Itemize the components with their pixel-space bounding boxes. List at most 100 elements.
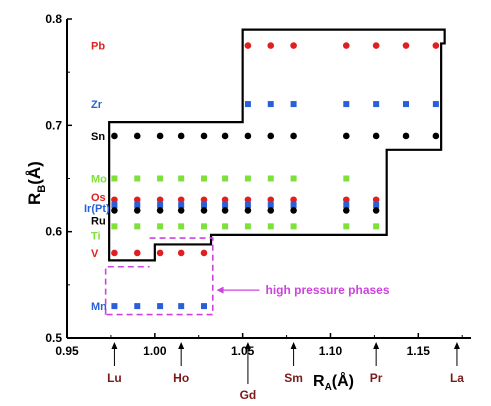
a-site-arrowhead [453, 342, 460, 349]
data-point-irpt [373, 202, 380, 209]
data-point-os [342, 196, 350, 204]
data-point-irpt [157, 202, 164, 209]
data-point-mo [134, 175, 141, 182]
a-site-label: Sm [284, 371, 303, 385]
high-pressure-boundary-lower [105, 237, 214, 316]
data-point-ru [267, 207, 275, 214]
b-site-label: Pb [91, 41, 105, 53]
a-site-label: Ho [173, 371, 189, 385]
y-axis-title: RB(Å) [25, 161, 48, 205]
high-pressure-arrowhead [216, 286, 224, 294]
data-point-sn [156, 132, 164, 140]
regions [104, 28, 446, 316]
data-point-sn [200, 132, 208, 140]
a-site-arrowhead [111, 342, 118, 349]
data-point-mn [201, 303, 208, 310]
data-point-irpt [290, 202, 297, 209]
a-site-label: La [450, 371, 464, 385]
data-point-mo [201, 175, 208, 182]
data-point-pb [244, 42, 252, 49]
data-point-sn [133, 132, 141, 140]
a-site-label: Gd [240, 388, 257, 402]
data-point-ru [290, 207, 297, 214]
data-point-ti [178, 223, 185, 230]
data-point-ru [133, 207, 141, 214]
data-point-ti [290, 223, 297, 230]
data-point-zr [244, 101, 251, 108]
data-point-os [200, 196, 208, 204]
data-point-ru [372, 207, 380, 214]
b-site-label: V [91, 248, 99, 260]
b-site-label: Mn [91, 301, 107, 313]
data-point-sn [432, 132, 440, 140]
data-point-mo [267, 175, 274, 182]
data-point-v [133, 249, 141, 257]
data-point-ru [200, 207, 208, 214]
a-site-arrowhead [373, 342, 380, 349]
data-point-irpt [134, 202, 141, 209]
data-point-irpt [201, 202, 208, 209]
axes-text: 0.95 1.00 1.05 1.10 1.15 0.5 0.6 0.7 0.8 RB(Å) RA(… [25, 12, 430, 393]
x-tick-label: 1.10 [319, 344, 343, 358]
data-point-ti [267, 223, 274, 230]
data-point-mn [157, 303, 164, 310]
y-tick-label: 0.5 [45, 331, 62, 345]
data-point-ru [244, 207, 252, 214]
y-tick-label: 0.6 [45, 225, 62, 239]
data-point-zr [403, 101, 410, 108]
pyrochlore-stability-boundary [108, 28, 446, 262]
data-point-pb [342, 42, 350, 49]
b-site-label: Sn [91, 131, 105, 143]
data-point-ru [111, 207, 118, 214]
data-point-ti [201, 223, 208, 230]
data-point-pb [402, 42, 410, 49]
x-tick-label: 1.05 [231, 344, 255, 358]
data-point-os [372, 196, 380, 204]
x-tick-label: 1.00 [143, 344, 167, 358]
data-point-os [267, 196, 275, 204]
data-point-os [156, 196, 164, 204]
data-point-mo [222, 175, 229, 182]
a-site-label: Pr [370, 371, 383, 385]
data-point-sn [244, 132, 252, 140]
data-point-zr [290, 101, 297, 108]
markers [111, 42, 440, 310]
data-point-pb [432, 42, 440, 49]
data-point-mo [111, 175, 118, 182]
data-point-pb [290, 42, 297, 49]
data-point-sn [177, 132, 185, 140]
data-point-sn [342, 132, 350, 140]
data-point-irpt [111, 202, 118, 209]
data-point-irpt [222, 202, 229, 209]
data-point-sn [290, 132, 297, 140]
data-point-sn [221, 132, 229, 140]
data-point-mo [157, 175, 164, 182]
data-point-os [290, 196, 297, 204]
data-point-v [156, 249, 164, 257]
data-point-sn [111, 132, 118, 140]
a-site-arrowhead [178, 342, 185, 349]
data-point-ru [156, 207, 164, 214]
data-point-sn [402, 132, 410, 140]
data-point-mn [178, 303, 185, 310]
data-point-pb [267, 42, 275, 49]
data-point-mo [244, 175, 251, 182]
data-point-os [244, 196, 252, 204]
data-point-ti [343, 223, 350, 230]
data-point-ti [111, 223, 118, 230]
a-site-labels: Lu Ho Gd Sm Pr La [107, 342, 464, 402]
x-axis-title: RA(Å) [313, 371, 354, 393]
data-point-zr [373, 101, 380, 108]
data-point-os [177, 196, 185, 204]
data-point-os [221, 196, 229, 204]
data-point-mn [134, 303, 141, 310]
data-point-v [200, 249, 208, 257]
data-point-ti [244, 223, 251, 230]
data-point-irpt [178, 202, 185, 209]
data-point-mo [178, 175, 185, 182]
data-point-sn [372, 132, 380, 140]
data-point-mo [290, 175, 297, 182]
a-site-label: Lu [107, 371, 122, 385]
